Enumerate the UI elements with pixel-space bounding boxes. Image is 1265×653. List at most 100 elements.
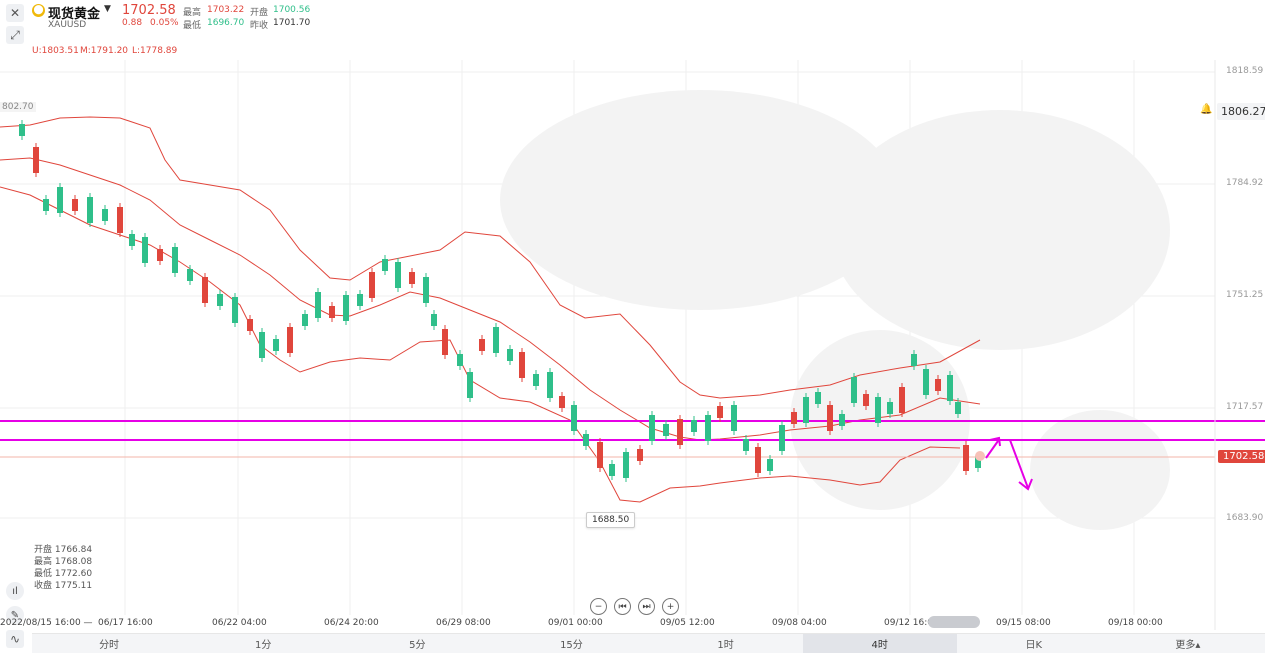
timeframe-tab[interactable]: 日K: [1025, 640, 1043, 651]
candle-body: [839, 414, 845, 426]
candle-body: [72, 199, 78, 211]
indicator-icon[interactable]: ıl: [6, 582, 24, 600]
symbol-name[interactable]: 现货黄金: [48, 7, 101, 22]
candle-body: [533, 374, 539, 386]
chevron-down-icon[interactable]: ▼: [104, 4, 111, 14]
candle-body: [609, 464, 615, 476]
candle-body: [172, 247, 178, 273]
candle-body: [117, 207, 123, 233]
candles: [19, 120, 981, 482]
timeframe-tab[interactable]: 1分: [255, 640, 272, 651]
candle-body: [423, 277, 429, 303]
candle-body: [287, 327, 293, 353]
candle-body: [663, 424, 669, 436]
gold-icon: ⬤: [32, 4, 45, 17]
close-icon[interactable]: ✕: [6, 4, 24, 22]
candle-body: [202, 277, 208, 303]
alert-price[interactable]: 1806.27: [1217, 103, 1265, 120]
candle-body: [343, 295, 349, 321]
bb-upper-line: [0, 116, 981, 399]
candle-body: [19, 124, 25, 136]
down-arrow-head: [1018, 478, 1033, 491]
candle-body: [755, 447, 761, 473]
down-arrow: [1009, 439, 1029, 489]
candle-body: [947, 375, 953, 401]
timeframe-tab[interactable]: 分时: [99, 640, 120, 651]
candle-body: [623, 452, 629, 478]
candle-body: [935, 379, 941, 391]
next-button[interactable]: ⏭: [638, 598, 655, 615]
candle-body: [911, 354, 917, 366]
timeframe-tab[interactable]: 15分: [560, 640, 583, 651]
timeframe-tab[interactable]: 5分: [409, 640, 426, 651]
candle-body: [43, 199, 49, 211]
scroll-handle[interactable]: [928, 616, 980, 628]
bb-lower: L:1778.89: [132, 46, 178, 56]
expand-icon[interactable]: ⤢: [6, 26, 24, 44]
up-arrow: [985, 440, 999, 459]
candle-body: [791, 412, 797, 424]
draw-icon[interactable]: ✎: [6, 606, 24, 624]
line-chart-icon[interactable]: ∿: [6, 630, 24, 648]
candle-body: [677, 419, 683, 445]
time-label: 09/12 16:00: [884, 618, 939, 628]
candle-body: [705, 415, 711, 441]
candle-body: [803, 397, 809, 423]
bb-middle: M:1791.20: [80, 46, 129, 56]
candle-body: [559, 396, 565, 408]
price-label: 1717.57: [1226, 402, 1264, 412]
low-label: 最低: [183, 21, 202, 31]
candle-body: [899, 387, 905, 413]
timeframe-tab[interactable]: 4时: [802, 634, 957, 653]
candle-body: [583, 434, 589, 446]
candle-body: [57, 187, 63, 213]
symbol-code: XAUUSD: [48, 20, 87, 30]
candle-body: [731, 405, 737, 431]
prev-button[interactable]: ⏮: [614, 598, 631, 615]
candle-body: [815, 392, 821, 404]
candle-body: [409, 272, 415, 284]
candle-body: [457, 354, 463, 366]
high-value: 1703.22: [207, 5, 245, 15]
last-candle-marker: [975, 451, 985, 461]
time-label: 06/22 04:00: [212, 618, 267, 628]
candle-body: [329, 306, 335, 318]
prev-close-value: 1701.70: [273, 18, 311, 28]
price-chart[interactable]: [0, 0, 1265, 630]
open-label: 开盘: [250, 8, 269, 18]
price-label: 1683.90: [1226, 513, 1264, 523]
last-price-tag: 1702.58: [1218, 450, 1265, 463]
candle-body: [315, 292, 321, 318]
zoom-in-button[interactable]: +: [662, 598, 679, 615]
time-label: 06/24 20:00: [324, 618, 379, 628]
candle-body: [863, 394, 869, 406]
candle-body: [395, 262, 401, 288]
ohlc-high: 最高 1768.08: [34, 557, 93, 567]
last-price: 1702.58: [122, 3, 176, 18]
candle-body: [479, 339, 485, 351]
zoom-out-button[interactable]: −: [590, 598, 607, 615]
high-label: 最高: [183, 8, 202, 18]
candle-body: [779, 425, 785, 451]
ohlc-low: 最低 1772.60: [34, 569, 93, 579]
candle-body: [187, 269, 193, 281]
time-label: 06/29 08:00: [436, 618, 491, 628]
bell-icon[interactable]: 🔔: [1200, 104, 1213, 115]
candle-body: [382, 259, 388, 271]
ohlc-open: 开盘 1766.84: [34, 545, 93, 555]
up-arrow-head: [989, 436, 1001, 447]
open-value: 1700.56: [273, 5, 311, 15]
candle-body: [571, 405, 577, 431]
candle-body: [547, 372, 553, 398]
candle-body: [247, 319, 253, 331]
candle-body: [691, 420, 697, 432]
candle-body: [157, 249, 163, 261]
candle-body: [232, 297, 238, 323]
candle-body: [302, 314, 308, 326]
candle-body: [519, 352, 525, 378]
candle-body: [637, 449, 643, 461]
timeframe-tab[interactable]: 1时: [717, 640, 734, 651]
time-label: 09/18 00:00: [1108, 618, 1163, 628]
time-label: 09/08 04:00: [772, 618, 827, 628]
timeframe-tab[interactable]: 更多▴: [1175, 640, 1201, 651]
